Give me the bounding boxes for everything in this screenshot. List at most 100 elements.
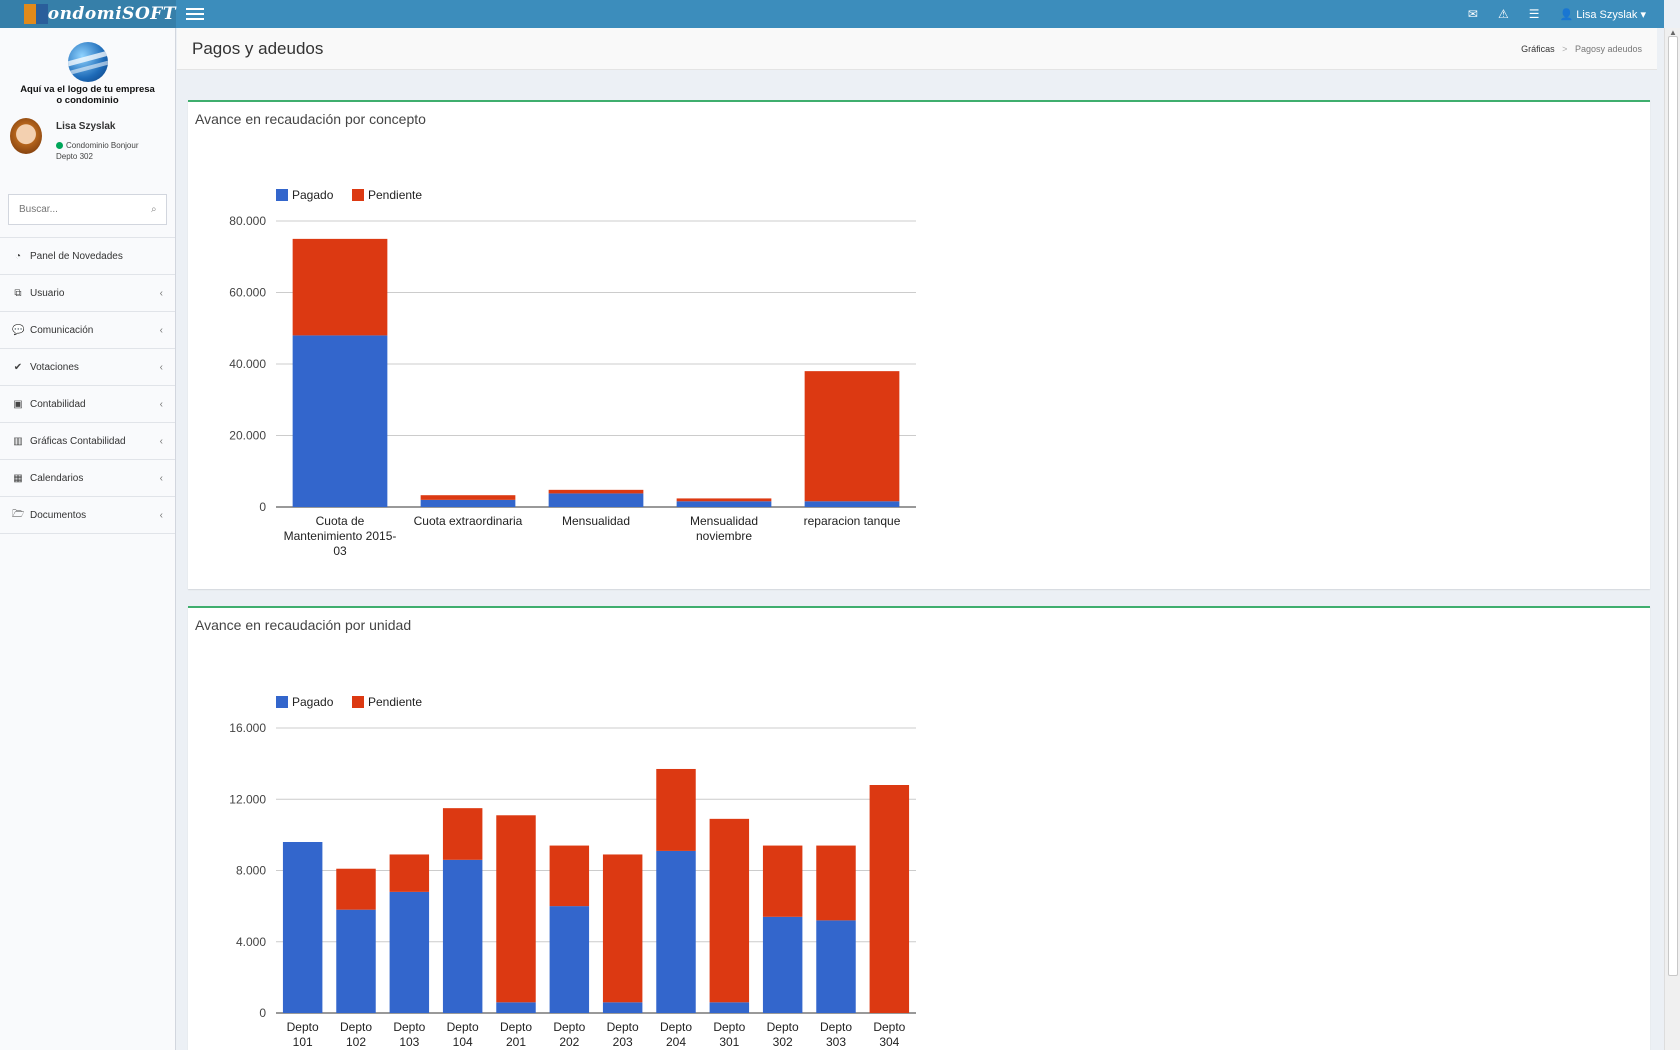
- chevron-left-icon: ‹: [159, 398, 163, 410]
- chart-unidad: Pagado Pendiente 0 4.000 8.000 12.000 16.000 De…: [229, 695, 916, 1049]
- bar-pendiente: [602, 854, 643, 1003]
- bar-pendiente: [709, 818, 750, 1003]
- x-tick-label: Depto 302: [767, 1020, 799, 1049]
- chart-box-concepto: Avance en recaudación por concepto Pagad…: [188, 100, 1650, 589]
- sidebar-item-1[interactable]: ⧉ Usuario ‹: [0, 275, 175, 312]
- envelope-icon[interactable]: ✉: [1467, 7, 1478, 21]
- bar-pagado: [496, 1002, 536, 1013]
- bar-pagado: [602, 1002, 643, 1013]
- x-tick-label: Depto 204: [660, 1020, 692, 1049]
- chevron-left-icon: ‹: [159, 324, 163, 336]
- legend-label: Pagado: [292, 695, 334, 709]
- bar-pagado: [282, 842, 323, 1013]
- x-tick-label: Depto 102: [340, 1020, 372, 1049]
- content-header: Pagos y adeudos Gráficas > Pagosy adeudo…: [177, 28, 1657, 70]
- user-condo: Condominio Bonjour: [66, 141, 139, 150]
- user-menu-name: Lisa Szyslak: [1576, 8, 1638, 21]
- app-logo[interactable]: CondomiSOFT: [0, 0, 176, 28]
- sidebar-item-label: Calendarios: [30, 472, 84, 484]
- scroll-up-arrow-icon[interactable]: ▲: [1669, 28, 1677, 37]
- bar-pagado: [676, 501, 772, 507]
- sidebar-item-label: Panel de Novedades: [30, 250, 123, 262]
- bar-pendiente: [656, 768, 696, 851]
- main-content: Pagos y adeudos Gráficas > Pagosy adeudo…: [177, 28, 1657, 1050]
- bar-pendiente: [676, 498, 772, 502]
- x-tick-label: Depto 303: [820, 1020, 852, 1049]
- bar-pagado: [442, 859, 483, 1013]
- brand-text-line1: Aquí va el logo de tu empresa: [20, 84, 155, 95]
- sidebar-item-3[interactable]: ✔ Votaciones ‹: [0, 349, 175, 386]
- user-status: Condominio Bonjour Depto 302: [56, 140, 139, 162]
- bar-pagado: [762, 916, 803, 1013]
- y-tick-label: 4.000: [236, 935, 266, 949]
- globe-logo-icon: [67, 42, 108, 82]
- sidebar-item-5[interactable]: ▥ Gráficas Contabilidad ‹: [0, 423, 175, 460]
- bar-pagado: [656, 850, 696, 1013]
- bar-pendiente: [496, 815, 536, 1003]
- x-tick-label: Depto 101: [287, 1020, 319, 1049]
- check-icon: ✔: [13, 361, 23, 373]
- x-tick-label: Depto 301: [713, 1020, 745, 1049]
- sidebar-item-label: Contabilidad: [30, 398, 86, 410]
- bar-pagado: [292, 335, 388, 507]
- company-logo-box: Aquí va el logo de tu empresa o condomin…: [0, 28, 175, 108]
- bar-pagado: [389, 891, 430, 1013]
- scrollbar-thumb[interactable]: [1668, 36, 1678, 976]
- x-tick-label: Cuota de Mantenimiento 2015-03: [284, 514, 397, 558]
- bar-chart-icon: ▥: [13, 435, 23, 447]
- x-tick-label: Depto 104: [447, 1020, 479, 1049]
- sidebar-search: ⌕: [8, 194, 167, 225]
- bar-pagado: [709, 1002, 750, 1013]
- page-scrollbar[interactable]: ▲: [1664, 28, 1680, 1050]
- sitemap-icon: ⧉: [14, 287, 22, 299]
- tasks-icon[interactable]: ☰: [1528, 7, 1540, 21]
- y-tick-label: 16.000: [229, 721, 266, 735]
- bar-pendiente: [442, 808, 483, 860]
- legend-label: Pendiente: [368, 188, 422, 202]
- top-navbar: CondomiSOFT ✉ ⚠ ☰ 👤 Lisa Szyslak ▾: [0, 0, 1664, 28]
- chevron-left-icon: ‹: [159, 472, 163, 484]
- bar-pendiente: [336, 868, 376, 910]
- y-tick-label: 20.000: [229, 429, 266, 443]
- bar-pagado: [548, 493, 644, 507]
- search-input[interactable]: [19, 204, 151, 215]
- comments-icon: 💬: [12, 324, 25, 336]
- x-tick-label: Depto 202: [553, 1020, 585, 1049]
- y-tick-label: 80.000: [229, 214, 266, 228]
- y-tick-label: 60.000: [229, 286, 266, 300]
- caret-down-icon: ▾: [1640, 8, 1646, 21]
- user-menu[interactable]: 👤 Lisa Szyslak ▾: [1560, 8, 1647, 21]
- legend-swatch-pagado: [276, 189, 288, 201]
- y-tick-label: 12.000: [229, 792, 266, 806]
- breadcrumb-link-graficas[interactable]: Gráficas: [1521, 43, 1555, 54]
- sidebar-toggle-button[interactable]: [186, 0, 208, 28]
- calendar-icon: ▦: [13, 472, 23, 484]
- bar-pendiente: [548, 489, 644, 494]
- app-name: CondomiSOFT: [33, 4, 176, 24]
- warning-icon[interactable]: ⚠: [1497, 7, 1509, 21]
- legend-swatch-pagado: [276, 696, 288, 708]
- sidebar-item-label: Gráficas Contabilidad: [30, 435, 126, 447]
- money-icon: ▣: [13, 398, 23, 410]
- user-icon: 👤: [1559, 8, 1574, 21]
- search-icon[interactable]: ⌕: [151, 204, 157, 215]
- sidebar-item-4[interactable]: ▣ Contabilidad ‹: [0, 386, 175, 423]
- breadcrumb-current: Pagosy adeudos: [1574, 43, 1642, 54]
- bar-pagado: [816, 920, 856, 1013]
- folder-open-icon: 🗁: [12, 508, 25, 520]
- brand-text-line2: o condominio: [56, 95, 119, 106]
- x-tick-label: Depto 203: [607, 1020, 639, 1049]
- chart-box-unidad: Avance en recaudación por unidad Pagado P…: [188, 606, 1650, 1050]
- x-tick-label: Depto 103: [393, 1020, 425, 1049]
- dashboard-icon: ◔: [14, 250, 22, 262]
- avatar: [10, 118, 42, 154]
- sidebar-item-0[interactable]: ◔ Panel de Novedades: [0, 238, 175, 275]
- sidebar-item-label: Documentos: [30, 509, 87, 521]
- sidebar-item-6[interactable]: ▦ Calendarios ‹: [0, 460, 175, 497]
- sidebar-item-2[interactable]: 💬 Comunicación ‹: [0, 312, 175, 349]
- chart-title-concepto: Avance en recaudación por concepto: [195, 111, 426, 127]
- sidebar-item-label: Votaciones: [30, 361, 79, 373]
- bar-pendiente: [389, 854, 430, 892]
- user-panel: Lisa Szyslak Condominio Bonjour Depto 30…: [0, 108, 175, 188]
- sidebar-item-7[interactable]: 🗁 Documentos ‹: [0, 497, 175, 534]
